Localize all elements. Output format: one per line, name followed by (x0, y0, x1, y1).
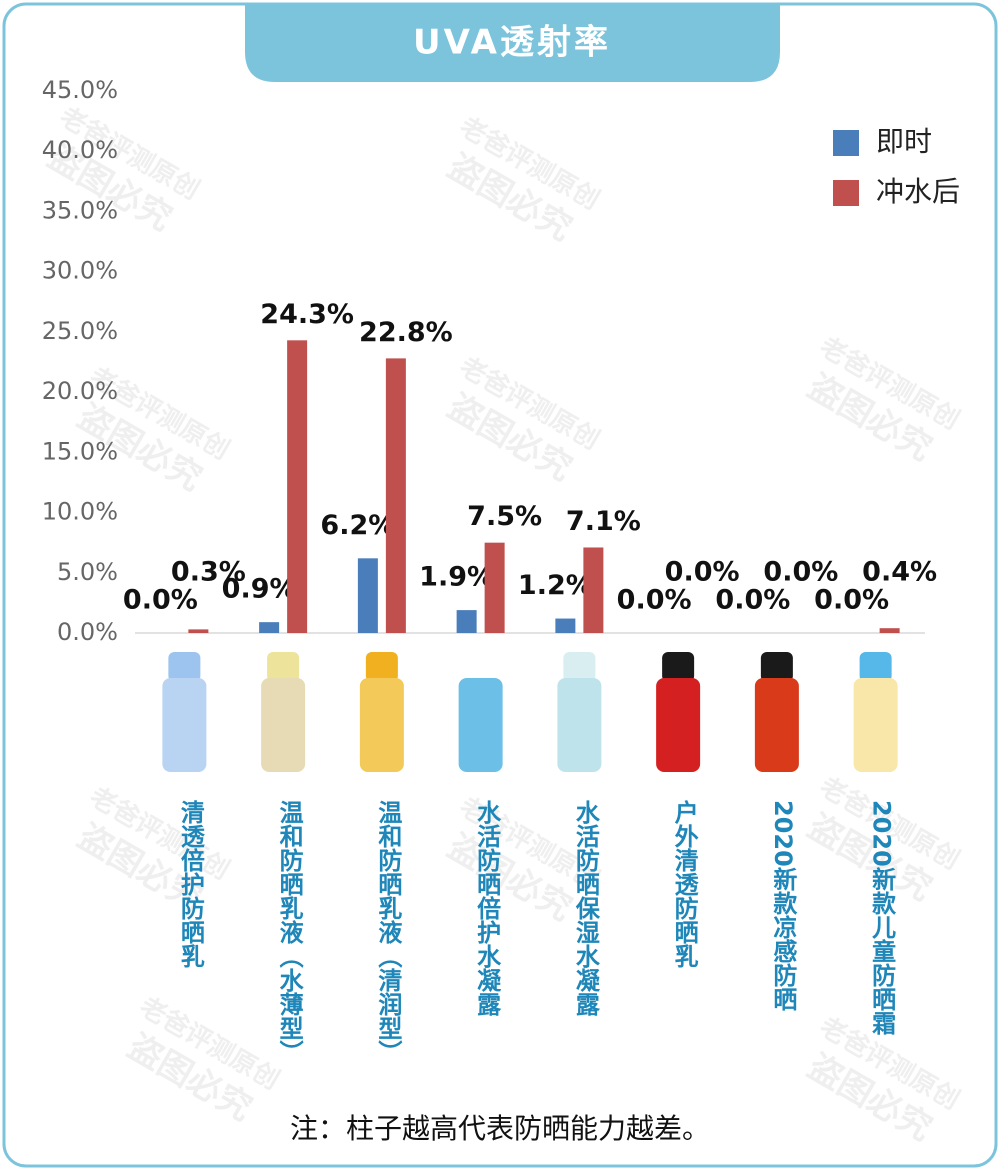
product-cap (464, 652, 497, 682)
product-cap (365, 652, 398, 682)
bar (357, 558, 378, 633)
bar (456, 610, 477, 633)
legend-swatch (833, 130, 859, 156)
product-bottle (754, 678, 799, 772)
product-bottle (162, 678, 207, 772)
x-tick-label: 温和防晒乳液（清润型） (374, 800, 402, 1064)
y-tick-label: 30.0% (42, 257, 118, 285)
title-tab (245, 4, 780, 82)
value-label: 0.0% (123, 585, 198, 616)
bar (259, 622, 280, 633)
y-tick-label: 5.0% (57, 558, 118, 586)
bar (555, 618, 576, 633)
value-label: 0.0% (763, 557, 838, 588)
x-tick-label: 水活防晒保湿水凝露 (571, 800, 600, 1017)
x-tick-label: 2020新款儿童防晒霜 (868, 800, 896, 1035)
value-label: 1.9% (419, 562, 494, 593)
y-tick-label: 10.0% (42, 498, 118, 526)
bar (879, 628, 900, 633)
product-bottle (359, 678, 404, 772)
product-bottle (557, 678, 602, 772)
value-label: 7.5% (467, 501, 542, 532)
chart-title: UVA透射率 (413, 23, 611, 63)
value-label: 22.8% (359, 317, 453, 348)
x-tick-label: 户外清透防晒乳 (670, 799, 698, 969)
bar (484, 542, 505, 633)
product-bottle (656, 678, 701, 772)
value-label: 24.3% (260, 299, 354, 330)
bar (188, 629, 209, 633)
value-label: 0.0% (665, 557, 740, 588)
product-cap (662, 652, 695, 682)
product-cap (760, 652, 793, 682)
value-label: 7.1% (566, 506, 641, 537)
value-label: 0.0% (617, 585, 692, 616)
x-tick-label: 水活防晒倍护水凝露 (473, 800, 501, 1017)
value-label: 6.2% (320, 510, 395, 541)
y-tick-label: 0.0% (57, 618, 118, 646)
product-bottle (853, 678, 898, 772)
x-tick-label: 清透倍护防晒乳 (176, 800, 204, 969)
product-cap (168, 652, 201, 682)
note: 注：柱子越高代表防晒能力越差。 (290, 1112, 710, 1145)
product-cap (563, 652, 596, 682)
y-tick-label: 25.0% (42, 317, 118, 345)
x-tick-label: 2020新款凉感防晒 (769, 800, 797, 1011)
value-label: 0.4% (862, 557, 937, 588)
value-label: 0.0% (814, 585, 889, 616)
y-tick-label: 45.0% (42, 76, 118, 104)
value-label: 0.0% (715, 585, 790, 616)
product-cap (859, 652, 892, 682)
bar (287, 340, 308, 633)
legend-swatch (833, 180, 859, 206)
product-bottle (261, 678, 306, 772)
x-tick-label: 温和防晒乳液（水薄型） (275, 800, 303, 1064)
product-cap (267, 652, 300, 682)
y-tick-label: 15.0% (42, 437, 118, 465)
legend-label: 即时 (876, 125, 932, 158)
legend-label: 冲水后 (876, 175, 960, 208)
y-tick-label: 40.0% (42, 136, 118, 164)
value-label: 1.2% (518, 570, 593, 601)
value-label: 0.9% (222, 574, 297, 605)
bar (583, 547, 604, 633)
value-label: 0.3% (171, 557, 246, 588)
bar (385, 358, 406, 633)
y-tick-label: 35.0% (42, 196, 118, 224)
product-bottle (458, 678, 503, 772)
y-tick-label: 20.0% (42, 377, 118, 405)
